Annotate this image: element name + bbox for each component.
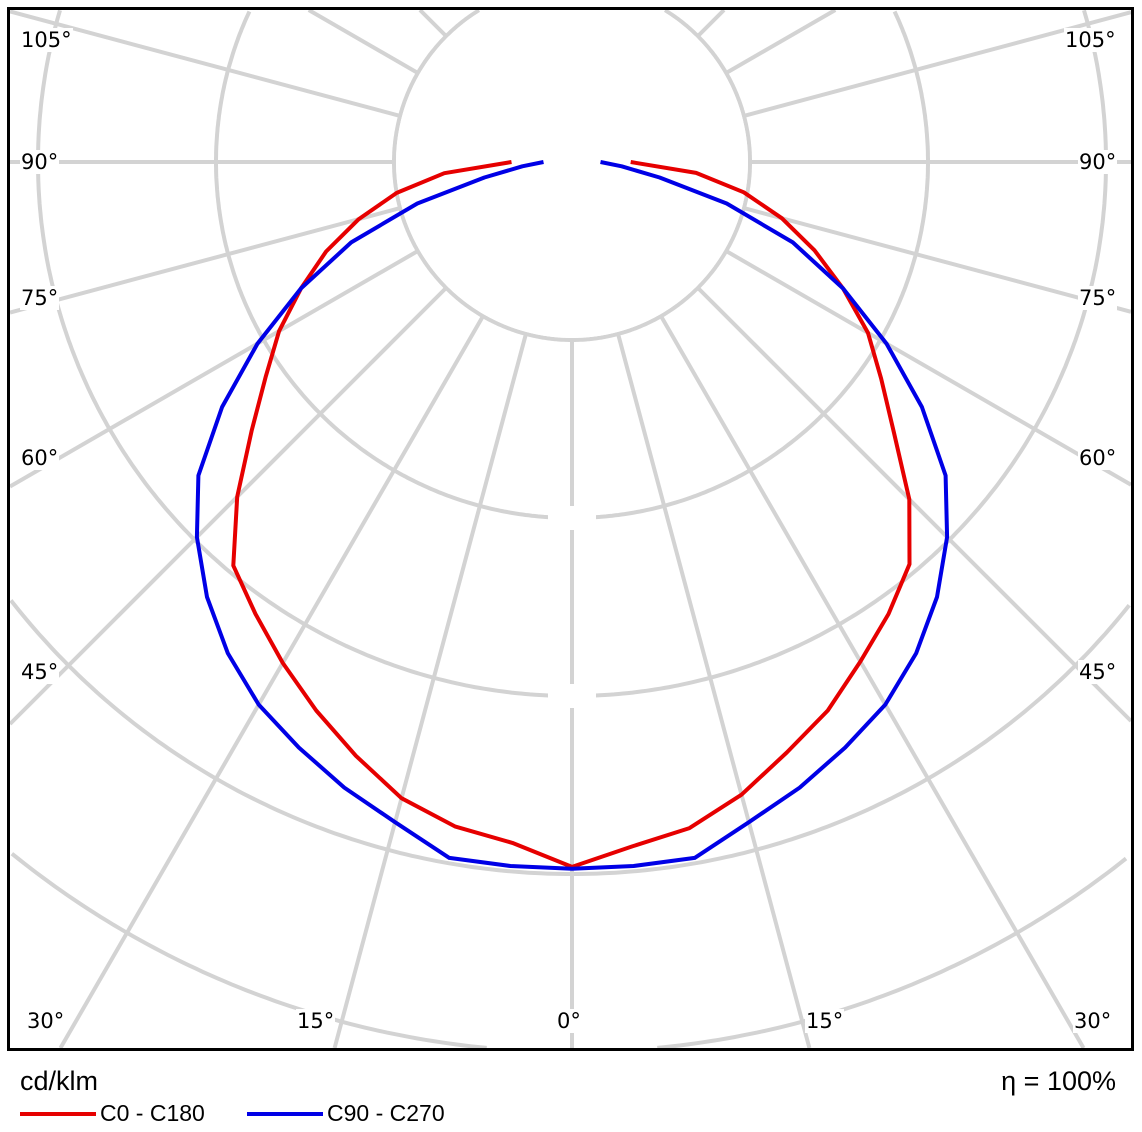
legend-swatch-red (20, 1111, 96, 1116)
unit-label: cd/klm (20, 1066, 99, 1096)
tick-right-105: 105° (1064, 28, 1117, 52)
legend-label: C90 - C270 (327, 1100, 445, 1126)
tick-left-45: 45° (20, 660, 60, 684)
tick-right-60: 60° (1078, 446, 1118, 470)
grid-spoke (58, 315, 485, 1050)
tick-left-75: 75° (20, 286, 60, 310)
tick-right-90: 90° (1078, 150, 1118, 174)
tick-right-45: 45° (1078, 660, 1118, 684)
grid-spoke (743, 206, 1132, 314)
legend-label: C0 - C180 (100, 1100, 205, 1126)
grid-spoke (9, 9, 401, 118)
ring-label-gap (548, 684, 596, 708)
grid-spoke (616, 333, 812, 1049)
grid-spoke (9, 206, 401, 315)
grid-spoke (725, 249, 1133, 487)
grid-ring (9, 599, 572, 876)
chart-frame (7, 7, 1134, 1051)
grid-spoke (8, 249, 419, 489)
legend-item-c90-c270: C90 - C270 (247, 1100, 445, 1127)
grid-spoke (8, 286, 448, 726)
legend-swatch-blue (247, 1111, 323, 1116)
grid-spoke (332, 333, 528, 1049)
grid-spoke (725, 8, 837, 75)
grid-ring (572, 603, 1131, 876)
tick-right-75: 75° (1078, 286, 1118, 310)
ring-label-gap (548, 506, 596, 530)
grid-ring (392, 8, 572, 342)
grid-ring (657, 856, 1128, 1050)
tick-left-60: 60° (20, 446, 60, 470)
curve-c90-c270 (194, 160, 950, 871)
polar-grid (8, 0, 1133, 1050)
grid-spoke (659, 315, 1086, 1050)
tick-bottom-15-left: 15° (296, 1009, 336, 1033)
tick-bottom-30-left: 30° (26, 1009, 66, 1033)
tick-bottom-30-right: 30° (1073, 1009, 1113, 1033)
grid-ring (10, 852, 487, 1050)
grid-spoke (418, 8, 448, 38)
tick-bottom-15-right: 15° (805, 1009, 845, 1033)
curves (194, 160, 950, 871)
tick-bottom-0: 0° (556, 1009, 582, 1033)
grid-spoke (696, 8, 726, 38)
grid-spoke (307, 8, 419, 75)
legend-item-c0-c180: C0 - C180 (20, 1100, 205, 1127)
grid-spoke (696, 286, 1133, 723)
tick-left-105: 105° (20, 28, 73, 52)
efficiency-label: η = 100% (1001, 1066, 1116, 1096)
inner-disc (396, 0, 748, 338)
tick-left-90: 90° (20, 150, 60, 174)
grid-ring (572, 8, 752, 342)
